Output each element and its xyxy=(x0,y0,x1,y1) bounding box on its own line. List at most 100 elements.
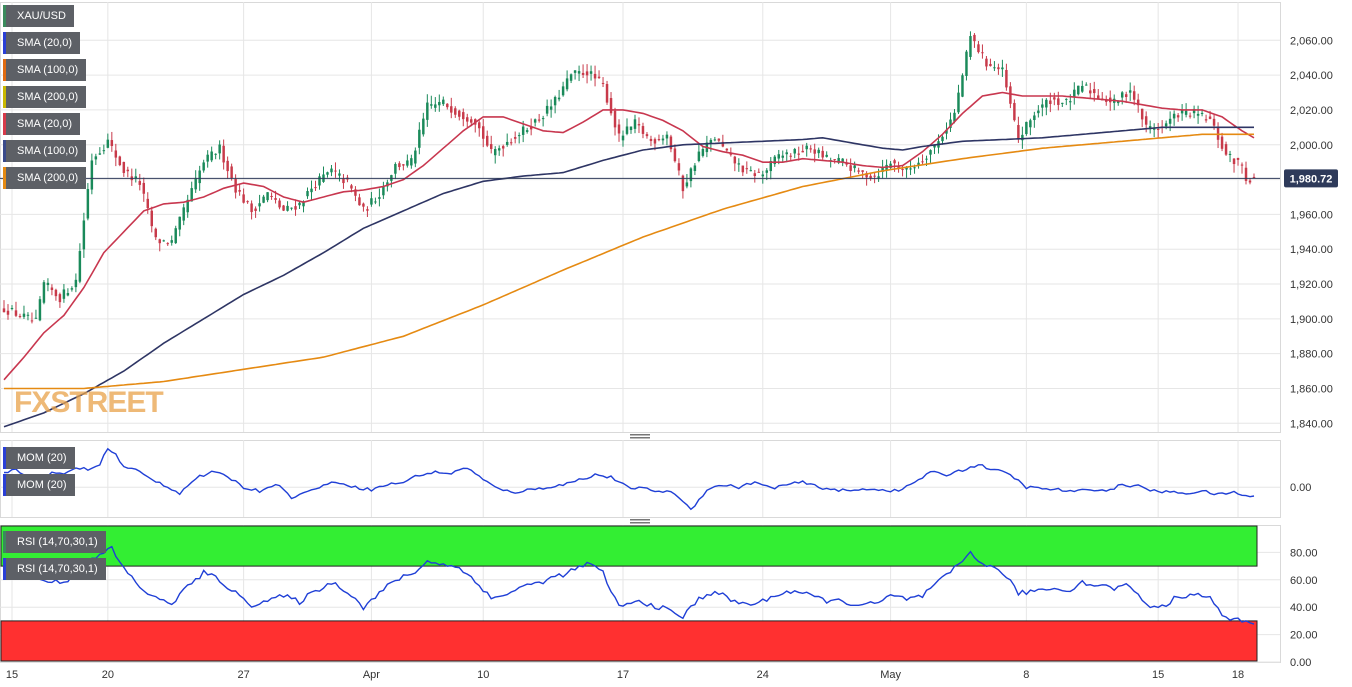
y-tick-label: 1,960.00 xyxy=(1290,209,1333,221)
candle-body xyxy=(613,110,617,128)
legend-label: RSI (14,70,30,1) xyxy=(17,563,98,575)
candle-body xyxy=(773,156,777,165)
candle-body xyxy=(853,165,856,169)
candle-body xyxy=(1128,90,1132,93)
legend-label: SMA (100,0) xyxy=(17,145,79,157)
candle-body xyxy=(170,240,173,243)
x-tick-label: 15 xyxy=(6,669,18,681)
pane-mom-frame xyxy=(0,440,1281,518)
candle-body xyxy=(525,130,529,132)
candle-body xyxy=(1244,167,1248,181)
main-legend-item[interactable]: SMA (200,0) xyxy=(3,86,87,108)
main-legend-item[interactable]: SMA (20,0) xyxy=(3,32,81,54)
mom-legend-item[interactable]: MOM (20) xyxy=(3,447,75,469)
candle-body xyxy=(1236,157,1240,160)
candle-body xyxy=(70,288,74,290)
candle-body xyxy=(258,203,261,207)
candle-body xyxy=(14,310,18,316)
candle-body xyxy=(737,163,741,165)
candle-body xyxy=(637,124,641,126)
candle-body xyxy=(725,148,729,151)
candle-body xyxy=(1041,104,1044,108)
candle-body xyxy=(941,136,944,142)
x-tick-label: 27 xyxy=(237,669,249,681)
candle-body xyxy=(226,160,229,172)
main-legend-item[interactable]: XAU/USD xyxy=(3,5,74,27)
candle-body xyxy=(182,207,185,221)
main-legend-item[interactable]: SMA (200,0) xyxy=(3,167,87,189)
candle-body xyxy=(478,122,481,129)
legend-label: SMA (20,0) xyxy=(17,37,73,49)
candle-body xyxy=(557,97,561,100)
candle-body xyxy=(18,316,22,318)
candle-body xyxy=(314,187,317,189)
candle-body xyxy=(1009,86,1012,104)
rsi-legend-item[interactable]: RSI (14,70,30,1) xyxy=(3,531,106,553)
candle-body xyxy=(138,181,142,185)
candle-body xyxy=(230,166,233,179)
legend-swatch xyxy=(3,59,6,81)
candle-body xyxy=(1212,118,1216,126)
candle-body xyxy=(845,162,848,165)
x-tick-label: 24 xyxy=(757,669,769,681)
x-tick-label: 20 xyxy=(102,669,114,681)
candle-body xyxy=(10,307,14,309)
candle-body xyxy=(997,67,1000,70)
candle-body xyxy=(434,104,437,108)
candle-body xyxy=(1156,128,1160,130)
sma-line xyxy=(3,126,1254,428)
candle-body xyxy=(206,154,209,162)
last-price-label: 1,980.72 xyxy=(1290,173,1333,185)
candle-body xyxy=(126,169,130,172)
candle-body xyxy=(2,308,6,313)
main-legend-item[interactable]: SMA (100,0) xyxy=(3,140,87,162)
candle-body xyxy=(94,156,98,160)
candle-body xyxy=(1053,97,1056,100)
y-tick-label: 2,020.00 xyxy=(1290,105,1333,117)
candle-body xyxy=(709,139,713,145)
candle-body xyxy=(38,299,42,321)
mom-legend-item[interactable]: MOM (20) xyxy=(3,474,75,496)
candle-body xyxy=(857,170,860,172)
candle-body xyxy=(981,52,984,54)
pane-resize-handle xyxy=(630,437,650,439)
sma-line xyxy=(3,91,1255,381)
x-tick-label: May xyxy=(880,669,901,681)
candle-body xyxy=(1132,91,1136,100)
candle-body xyxy=(66,293,70,296)
candle-body xyxy=(1077,85,1080,95)
candle-body xyxy=(22,313,26,317)
candle-body xyxy=(605,84,609,103)
candle-body xyxy=(869,175,872,179)
candle-body xyxy=(681,175,685,192)
candle-body xyxy=(1180,110,1184,114)
main-legend-item[interactable]: SMA (100,0) xyxy=(3,59,87,81)
candle-body xyxy=(298,202,301,206)
candle-body xyxy=(354,189,357,196)
candle-body xyxy=(881,167,884,172)
candle-body xyxy=(198,170,201,184)
plot-series xyxy=(0,31,1280,625)
last-price-tag xyxy=(1284,169,1338,188)
candle-body xyxy=(713,139,717,141)
main-legend-item[interactable]: SMA (20,0) xyxy=(3,113,81,135)
legend-label: MOM (20) xyxy=(17,452,67,464)
candle-body xyxy=(889,163,892,168)
candle-body xyxy=(406,160,409,166)
candle-body xyxy=(1232,158,1236,165)
candle-body xyxy=(110,140,114,147)
candle-body xyxy=(414,150,417,164)
rsi-legend-item[interactable]: RSI (14,70,30,1) xyxy=(3,558,106,580)
candle-body xyxy=(645,134,649,137)
candle-body xyxy=(693,165,697,171)
candle-body xyxy=(1120,92,1124,98)
candle-body xyxy=(270,195,273,197)
candle-body xyxy=(1200,112,1204,114)
rsi-line xyxy=(3,545,1255,625)
candle-body xyxy=(489,144,493,149)
candle-body xyxy=(837,157,840,163)
candle-body xyxy=(1248,180,1252,183)
legend-label: MOM (20) xyxy=(17,479,67,491)
candle-body xyxy=(418,129,421,148)
y-tick-label: 1,900.00 xyxy=(1290,314,1333,326)
